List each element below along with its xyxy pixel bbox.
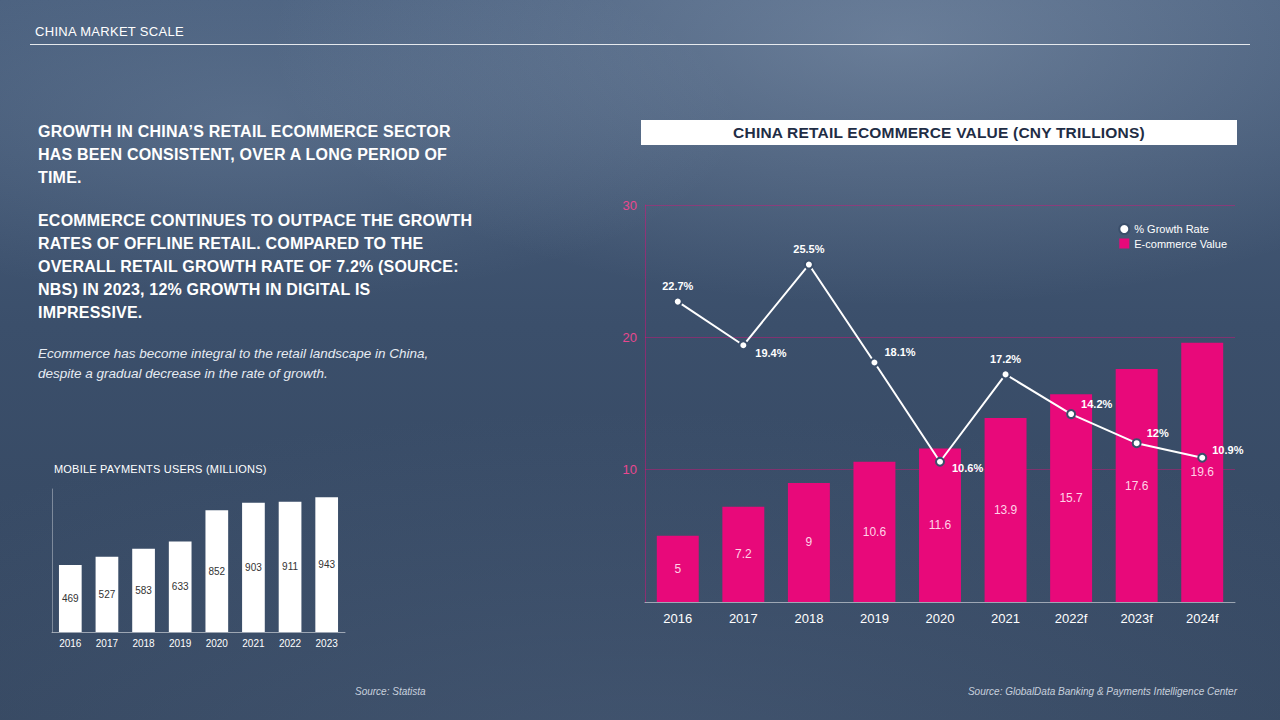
svg-text:2023f: 2023f <box>1120 611 1153 626</box>
svg-text:943: 943 <box>318 559 335 570</box>
svg-text:19.6: 19.6 <box>1191 465 1215 479</box>
svg-text:E-commerce Value: E-commerce Value <box>1134 238 1227 250</box>
svg-text:10.6%: 10.6% <box>952 462 983 474</box>
svg-text:2023: 2023 <box>316 638 339 649</box>
svg-text:13.9: 13.9 <box>994 503 1018 517</box>
svg-text:903: 903 <box>245 562 262 573</box>
svg-text:2020: 2020 <box>926 611 955 626</box>
svg-text:633: 633 <box>172 581 189 592</box>
svg-text:2024f: 2024f <box>1186 611 1219 626</box>
html-text:Source: GlobalData Banking & P: Source: GlobalData Banking & Payments In… <box>968 686 1237 697</box>
svg-text:2018: 2018 <box>794 611 823 626</box>
svg-text:583: 583 <box>135 585 152 596</box>
html-text:CHINA RETAIL ECOMMERCE VALUE (: CHINA RETAIL ECOMMERCE VALUE (CNY TRILLI… <box>733 124 1145 141</box>
svg-text:527: 527 <box>99 589 116 600</box>
svg-text:2019: 2019 <box>169 638 192 649</box>
svg-text:15.7: 15.7 <box>1059 491 1083 505</box>
html-text:Source: Statista: Source: Statista <box>355 686 426 697</box>
html-text:CHINA MARKET SCALE: CHINA MARKET SCALE <box>35 24 184 39</box>
svg-text:5: 5 <box>674 562 681 576</box>
svg-text:2021: 2021 <box>242 638 265 649</box>
svg-text:10.9%: 10.9% <box>1212 444 1243 456</box>
svg-text:2017: 2017 <box>96 638 119 649</box>
html-text:GROWTH IN CHINA’S RETAIL ECOMM: GROWTH IN CHINA’S RETAIL ECOMMERCE SECTO… <box>38 123 451 186</box>
svg-text:30: 30 <box>623 198 637 213</box>
svg-text:911: 911 <box>282 561 298 572</box>
svg-text:2020: 2020 <box>206 638 229 649</box>
html-text:MOBILE PAYMENTS USERS (MILLION: MOBILE PAYMENTS USERS (MILLIONS) <box>54 463 267 475</box>
svg-text:% Growth Rate: % Growth Rate <box>1134 223 1209 235</box>
html-text:Ecommerce has become integral: Ecommerce has become integral to the ret… <box>38 346 429 381</box>
svg-text:7.2: 7.2 <box>735 547 752 561</box>
svg-text:17.6: 17.6 <box>1125 479 1149 493</box>
svg-text:2022: 2022 <box>279 638 302 649</box>
svg-text:10.6: 10.6 <box>863 525 887 539</box>
svg-text:25.5%: 25.5% <box>793 243 824 255</box>
svg-text:10: 10 <box>623 462 637 477</box>
svg-text:12%: 12% <box>1147 427 1169 439</box>
svg-text:2021: 2021 <box>991 611 1020 626</box>
svg-text:469: 469 <box>62 593 79 604</box>
svg-text:11.6: 11.6 <box>929 518 952 532</box>
svg-text:9: 9 <box>806 535 813 549</box>
svg-text:2016: 2016 <box>663 611 692 626</box>
svg-text:22.7%: 22.7% <box>662 280 693 292</box>
svg-text:2018: 2018 <box>132 638 155 649</box>
svg-text:852: 852 <box>208 566 225 577</box>
svg-text:17.2%: 17.2% <box>990 353 1021 365</box>
svg-text:14.2%: 14.2% <box>1081 398 1112 410</box>
svg-text:2017: 2017 <box>729 611 758 626</box>
svg-text:2016: 2016 <box>59 638 82 649</box>
svg-text:19.4%: 19.4% <box>755 347 786 359</box>
html-text:ECOMMERCE CONTINUES TO OUTPACE: ECOMMERCE CONTINUES TO OUTPACE THE GROWT… <box>38 212 473 321</box>
svg-text:18.1%: 18.1% <box>884 346 915 358</box>
svg-text:20: 20 <box>623 330 637 345</box>
svg-text:2022f: 2022f <box>1055 611 1088 626</box>
svg-text:2019: 2019 <box>860 611 889 626</box>
